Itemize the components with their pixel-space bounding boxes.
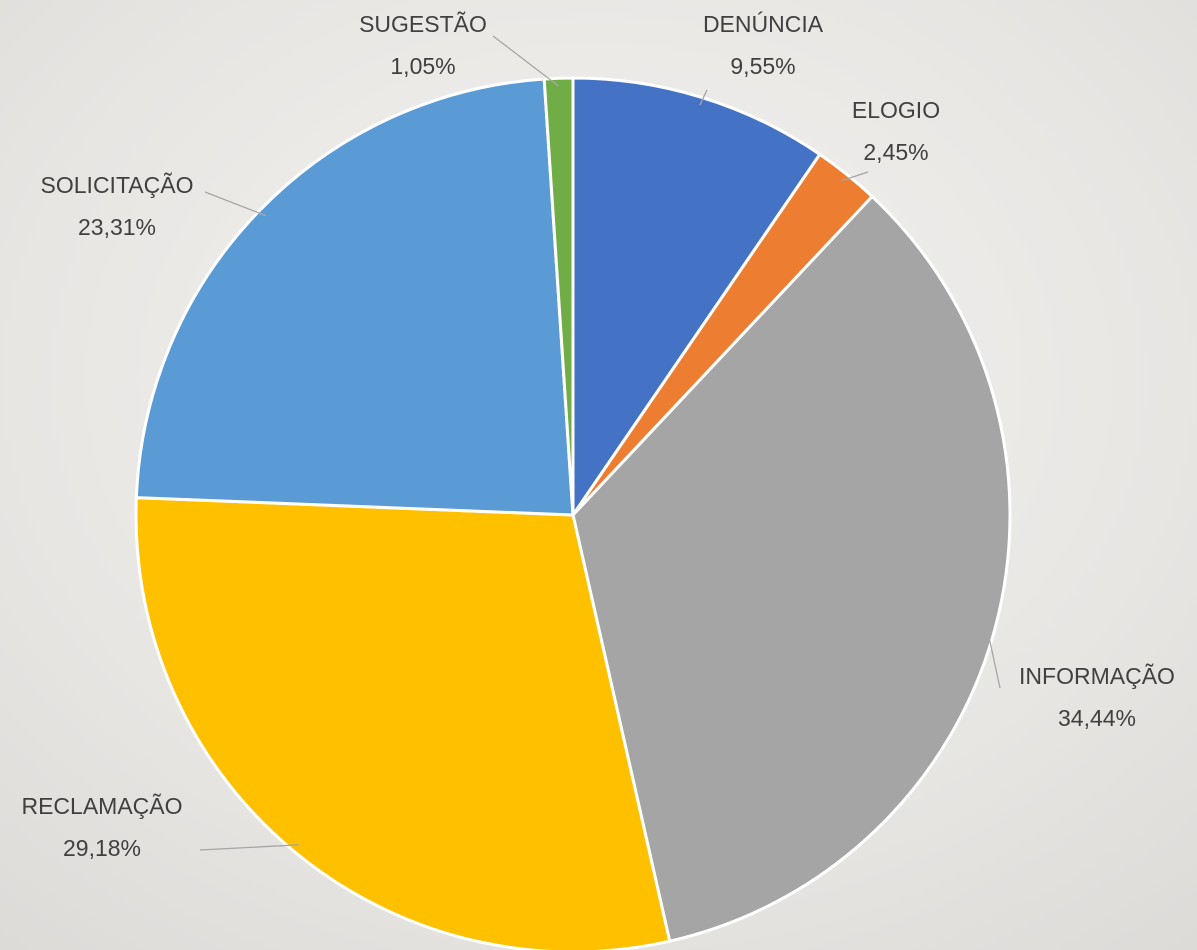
- value-label: 1,05%: [390, 53, 455, 79]
- category-label: SUGESTÃO: [359, 11, 487, 37]
- category-label: SOLICITAÇÃO: [41, 172, 194, 198]
- category-label: RECLAMAÇÃO: [21, 793, 182, 819]
- value-label: 29,18%: [63, 835, 141, 861]
- category-label: INFORMAÇÃO: [1019, 663, 1175, 689]
- value-label: 9,55%: [730, 53, 795, 79]
- value-label: 2,45%: [863, 139, 928, 165]
- value-label: 34,44%: [1058, 705, 1136, 731]
- chart: DENÚNCIA 9,55% ELOGIO 2,45% INFORMAÇÃO 34,44%…: [0, 0, 1197, 950]
- pie: [136, 78, 1010, 950]
- value-label: 23,31%: [78, 214, 156, 240]
- category-label: DENÚNCIA: [703, 11, 824, 37]
- category-label: ELOGIO: [852, 97, 940, 123]
